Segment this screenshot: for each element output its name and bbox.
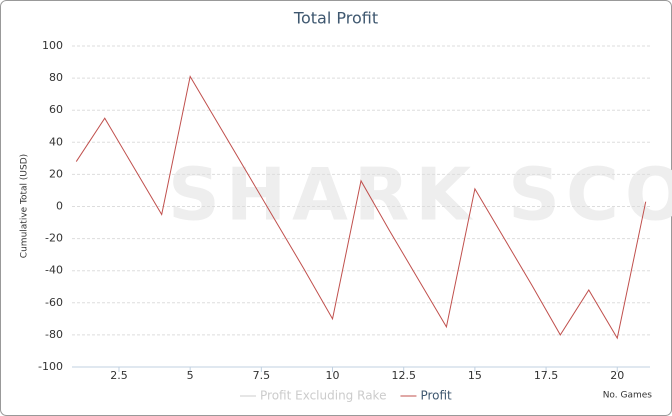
watermark: SHARK SCOPE bbox=[168, 153, 672, 237]
y-tick-label: -40 bbox=[45, 264, 63, 277]
legend-label[interactable]: Profit bbox=[420, 389, 452, 403]
x-axis-label: No. Games bbox=[603, 391, 653, 401]
y-tick-label: -60 bbox=[45, 296, 63, 309]
x-tick-label: 7.5 bbox=[253, 369, 271, 382]
y-tick-label: 0 bbox=[56, 200, 63, 213]
y-tick-label: -100 bbox=[38, 360, 63, 373]
x-tick-label: 10 bbox=[326, 369, 340, 382]
x-tick-label: 15 bbox=[468, 369, 482, 382]
line-series bbox=[75, 75, 647, 340]
x-tick-label: 12.5 bbox=[391, 369, 416, 382]
x-tick-label: 20 bbox=[610, 369, 624, 382]
x-tick-label: 5 bbox=[187, 369, 194, 382]
y-tick-label: -80 bbox=[45, 328, 63, 341]
y-tick-label: 40 bbox=[49, 135, 63, 148]
legend-label[interactable]: Profit Excluding Rake bbox=[260, 389, 386, 403]
y-tick-label: -20 bbox=[45, 232, 63, 245]
chart-title: Total Profit bbox=[293, 9, 378, 28]
x-tick-label: 17.5 bbox=[534, 369, 559, 382]
y-tick-label: 20 bbox=[49, 167, 63, 180]
y-tick-label: 100 bbox=[42, 39, 63, 52]
x-tick-label: 2.5 bbox=[110, 369, 128, 382]
y-tick-label: 80 bbox=[49, 71, 63, 84]
y-tick-label: 60 bbox=[49, 103, 63, 116]
y-axis-label: Cumulative Total (USD) bbox=[20, 154, 30, 258]
